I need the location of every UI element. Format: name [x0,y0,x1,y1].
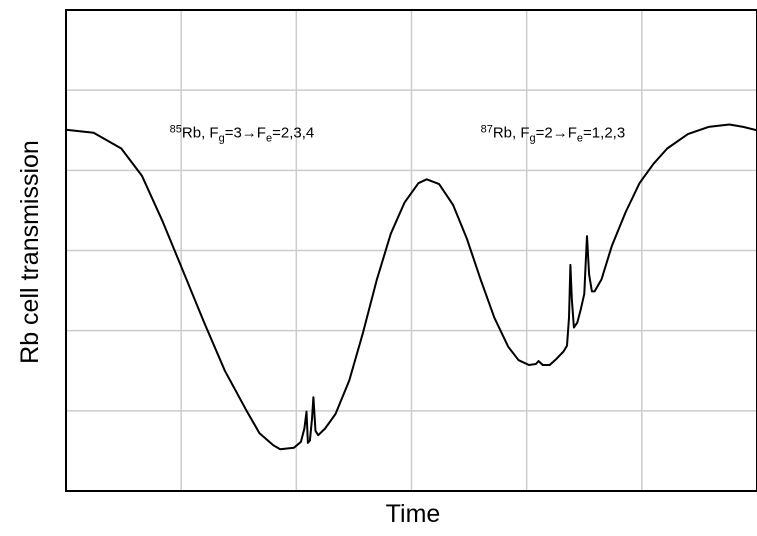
y-axis-label: Rb cell transmission [16,140,44,364]
grid [66,10,757,491]
annotation-rb87: 87Rb, Fg=2→Fe=1,2,3 [481,123,626,144]
annotation-rb85: 85Rb, Fg=3→Fe=2,3,4 [170,123,315,144]
annotation-layer: 85Rb, Fg=3→Fe=2,3,4 87Rb, Fg=2→Fe=1,2,3 [170,123,626,144]
x-axis-label: Time [386,500,441,528]
plot-frame [65,9,757,492]
transmission-line [65,123,757,451]
series-layer [65,123,757,451]
